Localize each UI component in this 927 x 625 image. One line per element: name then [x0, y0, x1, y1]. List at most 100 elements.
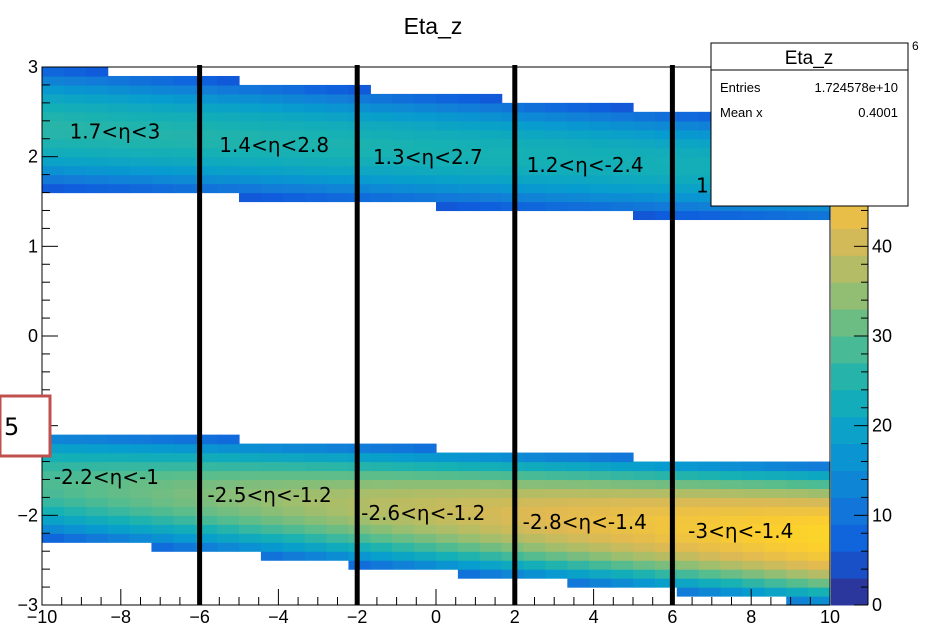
heatmap-cell	[85, 479, 109, 490]
colorbar-tick-label: 40	[872, 236, 892, 256]
heatmap-cell	[326, 461, 350, 472]
heatmap-cell	[217, 102, 240, 113]
heatmap-cell	[808, 524, 831, 534]
stats-entries-value: 1.724578e+10	[814, 80, 898, 95]
heatmap-cell	[698, 542, 722, 552]
heatmap-cell	[282, 542, 306, 552]
heatmap-cell	[414, 452, 437, 463]
heatmap-cell	[633, 111, 656, 122]
heatmap-cell	[85, 497, 109, 507]
heatmap-cell	[195, 488, 218, 498]
heatmap-cell	[698, 183, 722, 194]
heatmap-cell	[370, 533, 393, 543]
heatmap-cell	[326, 192, 350, 203]
heatmap-cell	[217, 506, 240, 516]
heatmap-cell	[676, 479, 700, 490]
heatmap-cell	[217, 542, 240, 552]
heatmap-cell	[414, 165, 437, 176]
heatmap-cell	[545, 524, 568, 534]
heatmap-cell	[414, 560, 437, 570]
heatmap-cell	[63, 129, 87, 140]
heatmap-cell	[173, 497, 196, 507]
heatmap-cell	[217, 443, 240, 454]
heatmap-cell	[85, 533, 109, 543]
heatmap-cell	[107, 102, 131, 113]
heatmap-cell	[676, 506, 700, 516]
heatmap-cell	[633, 183, 656, 194]
heatmap-cell	[107, 533, 131, 543]
heatmap-cell	[370, 102, 393, 113]
heatmap-cell	[808, 488, 831, 498]
heatmap-cell	[129, 479, 153, 490]
heatmap-cell	[545, 488, 568, 498]
heatmap-cell	[195, 120, 218, 131]
heatmap-cell	[720, 587, 744, 597]
heatmap-cell	[676, 497, 700, 507]
heatmap-cell	[567, 515, 590, 525]
heatmap-cell	[151, 93, 174, 104]
heatmap-cell	[392, 174, 415, 185]
heatmap-cell	[370, 488, 393, 498]
heatmap-cell	[326, 515, 350, 525]
heatmap-cell	[479, 138, 503, 149]
heatmap-cell	[676, 461, 700, 472]
heatmap-cell	[85, 488, 109, 498]
heatmap-cell	[589, 542, 612, 552]
heatmap-cell	[523, 515, 547, 525]
heatmap-cell	[654, 569, 678, 579]
heatmap-cell	[304, 165, 328, 176]
heatmap-cell	[414, 102, 437, 113]
heatmap-cell	[764, 479, 787, 490]
heatmap-cell	[392, 138, 415, 149]
heatmap-cell	[676, 488, 700, 498]
heatmap-cell	[611, 569, 634, 579]
heatmap-cell	[457, 174, 481, 185]
heatmap-cell	[370, 551, 393, 561]
heatmap-cell	[129, 515, 153, 525]
heatmap-cell	[370, 470, 393, 481]
colorbar-segment	[831, 336, 868, 364]
heatmap-cell	[282, 461, 306, 472]
heatmap-cell	[195, 533, 218, 543]
heatmap-cell	[764, 515, 787, 525]
heatmap-cell	[304, 551, 328, 561]
heatmap-cell	[107, 524, 131, 534]
heatmap-cell	[742, 524, 765, 534]
heatmap-cell	[129, 75, 153, 86]
heatmap-cell	[720, 542, 744, 552]
heatmap-cell	[129, 434, 153, 445]
heatmap-cell	[523, 156, 547, 167]
heatmap-cell	[42, 470, 65, 481]
heatmap-cell	[304, 497, 328, 507]
heatmap-cell	[260, 542, 284, 552]
heatmap-cell	[611, 470, 634, 481]
heatmap-cell	[63, 524, 87, 534]
heatmap-cell	[589, 551, 612, 561]
heatmap-cell	[545, 183, 568, 194]
heatmap-cell	[260, 183, 284, 194]
heatmap-cell	[479, 147, 503, 158]
x-tick-label: −4	[268, 607, 289, 625]
heatmap-cell	[260, 93, 284, 104]
heatmap-cell	[304, 183, 328, 194]
heatmap-cell	[260, 138, 284, 149]
heatmap-cell	[457, 560, 481, 570]
heatmap-cell	[129, 174, 153, 185]
heatmap-cell	[392, 165, 415, 176]
heatmap-cell	[786, 560, 809, 570]
heatmap-cell	[129, 488, 153, 498]
heatmap-cell	[808, 497, 831, 507]
heatmap-cell	[129, 183, 153, 194]
heatmap-cell	[151, 102, 174, 113]
heatmap-cell	[567, 183, 590, 194]
heatmap-cell	[107, 452, 131, 463]
heatmap-cell	[370, 93, 393, 104]
heatmap-cell	[611, 533, 634, 543]
heatmap-cell	[436, 551, 459, 561]
heatmap-cell	[589, 506, 612, 516]
heatmap-cell	[589, 488, 612, 498]
heatmap-cell	[654, 183, 678, 194]
heatmap-cell	[589, 129, 612, 140]
heatmap-cell	[370, 479, 393, 490]
heatmap-cell	[567, 551, 590, 561]
